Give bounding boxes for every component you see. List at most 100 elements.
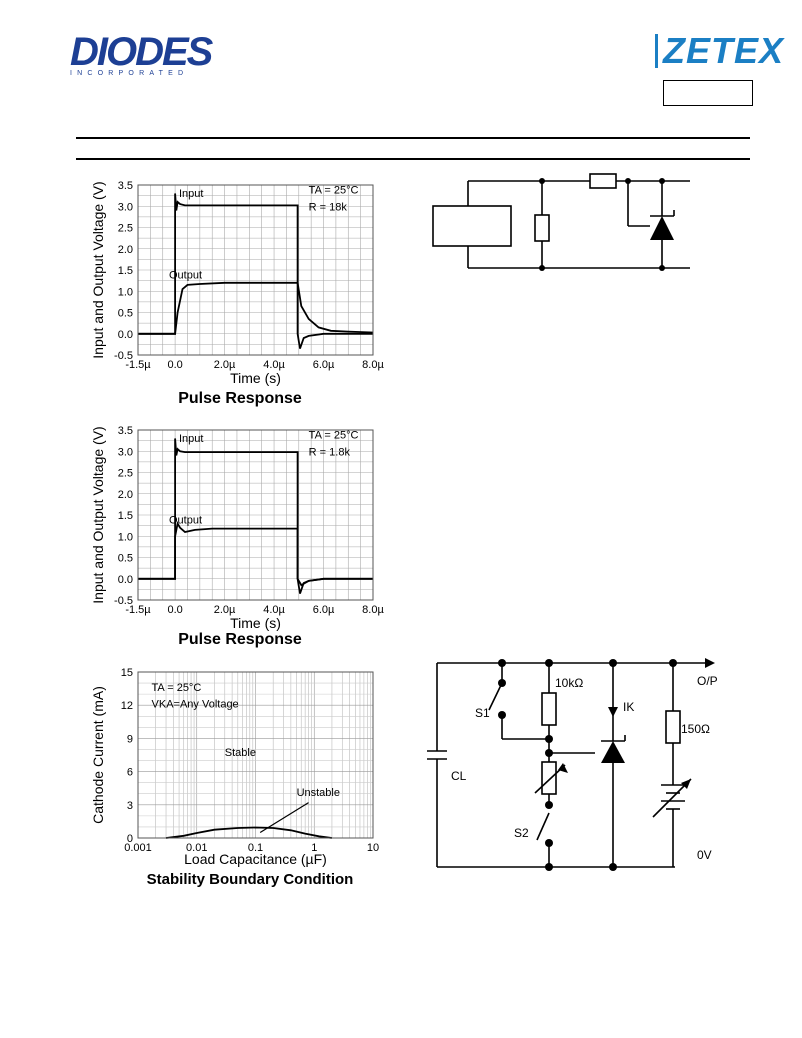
y-tick-label: 1.5 — [118, 510, 133, 522]
circuit1-node — [659, 265, 665, 271]
resistor-150 — [665, 710, 681, 744]
x-tick-label: 0.1 — [248, 842, 263, 854]
plot-frame — [137, 671, 374, 839]
x-tick-label: 0.0 — [167, 359, 182, 371]
series-line-boundary — [165, 826, 333, 839]
x-tick-label: 8.0µ — [362, 604, 384, 616]
y-tick-label: 1.5 — [118, 265, 133, 277]
x-axis-label: Time (s) — [230, 370, 281, 386]
stability-chart-title: Stability Boundary Condition — [146, 871, 354, 888]
annotation-ta: TA = 25°C — [309, 430, 359, 442]
x-tick-label: 0.0 — [167, 604, 182, 616]
stability-chart-series — [165, 802, 333, 839]
y-tick-label: 2.5 — [118, 223, 133, 235]
x-tick-label: 0.01 — [186, 842, 207, 854]
header-rule-bottom — [76, 158, 750, 160]
series-label-input: Input — [179, 188, 203, 200]
annotation-r: R = 1.8k — [309, 447, 351, 459]
x-tick-label: 0.001 — [124, 842, 152, 854]
y-tick-label: 3.0 — [118, 201, 133, 213]
pulse-chart-2-axes — [137, 429, 374, 601]
battery-arrow-head — [681, 779, 691, 789]
y-tick-label: 3.5 — [118, 425, 133, 437]
circuit2-node — [498, 659, 506, 667]
switch-s1-blade — [488, 682, 503, 711]
circuit1-node — [625, 178, 631, 184]
y-tick-label: 12 — [121, 700, 133, 712]
regulator-symbol — [650, 216, 674, 240]
circuit1-node — [539, 178, 545, 184]
s2-contact — [545, 839, 553, 847]
annotation-unstable: Unstable — [297, 787, 340, 799]
x-tick-label: 8.0µ — [362, 359, 384, 371]
plot-frame — [137, 184, 374, 356]
annotation-stable: Stable — [225, 747, 256, 759]
circuit2-node — [545, 659, 553, 667]
x-tick-label: -1.5µ — [125, 604, 151, 616]
pulse-chart-1-title: Pulse Response — [178, 390, 302, 407]
y-tick-label: 0 — [127, 833, 133, 845]
circuit2-node — [669, 659, 677, 667]
pulse-chart-2-series — [138, 438, 373, 594]
x-tick-label: -1.5µ — [125, 359, 151, 371]
zetex-part-box — [663, 80, 753, 106]
y-tick-label: 1.0 — [118, 286, 133, 298]
s2-contact — [545, 801, 553, 809]
op-arrow — [705, 658, 715, 668]
x-tick-label: 4.0µ — [263, 604, 285, 616]
y-axis-label: Input and Output Voltage (V) — [90, 181, 106, 358]
pulse-chart-1-axes — [137, 184, 374, 356]
test-circuit-2: 10kΩ IK O/P 150Ω S1 S2 CL 0V — [427, 658, 718, 871]
y-tick-label: 2.5 — [118, 468, 133, 480]
x-tick-label: 6.0µ — [313, 604, 335, 616]
series-line-output — [138, 520, 373, 587]
pulse-chart-2-title: Pulse Response — [178, 631, 302, 648]
circuit2-node — [609, 659, 617, 667]
label-s2: S2 — [514, 826, 529, 840]
switch-s2-blade — [536, 812, 550, 841]
circuit1-node — [659, 178, 665, 184]
resistor-10k — [541, 692, 557, 726]
series-line-input — [138, 193, 373, 349]
stability-chart-axes — [137, 671, 374, 839]
s1-contact — [498, 679, 506, 687]
series-label-output: Output — [169, 270, 202, 282]
y-tick-label: 2.0 — [118, 489, 133, 501]
zetex-logo-bar — [655, 34, 658, 68]
y-tick-label: 1.0 — [118, 531, 133, 543]
y-tick-label: -0.5 — [114, 350, 133, 362]
variable-resistor — [541, 761, 557, 795]
y-tick-label: 3.0 — [118, 446, 133, 458]
circuit2-node — [545, 735, 553, 743]
diodes-logo: DIODES INCORPORATED — [70, 32, 230, 80]
ik-arrow — [608, 707, 618, 717]
regulator-symbol-2 — [601, 741, 625, 763]
label-cl: CL — [451, 769, 467, 783]
label-ik: IK — [623, 700, 634, 714]
label-0v: 0V — [697, 848, 712, 862]
pulse-chart-1: -1.5µ 0.0 2.0µ 4.0µ 6.0µ 8.0µ 3.5 3.0 2.5 2.0 1.5 1… — [90, 180, 384, 386]
series-line-output — [138, 281, 374, 335]
y-tick-label: -0.5 — [114, 595, 133, 607]
y-tick-label: 15 — [121, 667, 133, 679]
annotation-pointer — [259, 802, 309, 833]
y-tick-label: 0.5 — [118, 553, 133, 565]
pulse-chart-2: -1.5µ 0.0 2.0µ 4.0µ 6.0µ 8.0µ 3.5 3.0 2.5 2.0 1.5 1… — [90, 425, 384, 631]
label-op: O/P — [697, 674, 718, 688]
y-axis-label: Input and Output Voltage (V) — [90, 426, 106, 603]
y-tick-label: 9 — [127, 733, 133, 745]
test-circuit-1 — [432, 173, 690, 271]
stability-chart-text: 0.001 0.01 0.1 1 10 15 12 9 6 3 0 Load Capacitance … — [90, 667, 379, 867]
zetex-logo-word: ZETEX — [663, 30, 785, 71]
series-resistor — [589, 173, 617, 189]
x-tick-label: 1 — [311, 842, 317, 854]
label-150: 150Ω — [681, 722, 710, 736]
annotation-ta: TA = 25°C — [309, 185, 359, 197]
y-tick-label: 0.0 — [118, 574, 133, 586]
x-axis-label: Time (s) — [230, 615, 281, 631]
zetex-logo: ZETEX — [655, 30, 785, 110]
label-s1: S1 — [475, 706, 490, 720]
y-tick-label: 3 — [127, 800, 133, 812]
variable-resistor-arrow-head — [558, 763, 568, 773]
y-tick-label: 0.0 — [118, 329, 133, 341]
